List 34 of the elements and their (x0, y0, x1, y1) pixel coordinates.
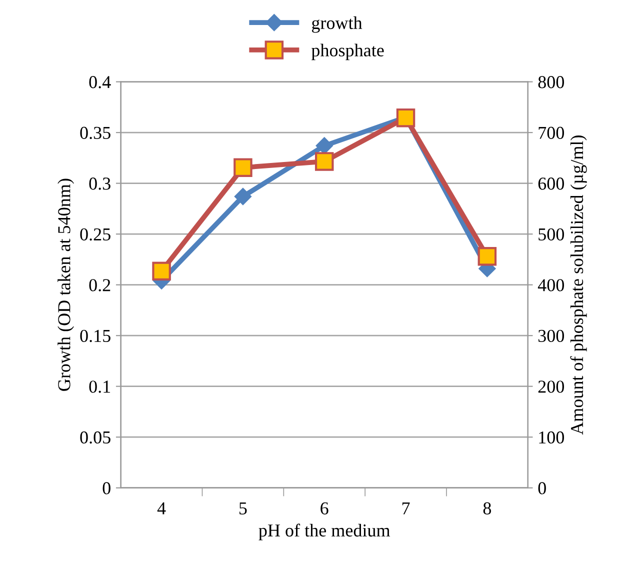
x-tick-label: 4 (157, 502, 166, 514)
point (316, 137, 333, 154)
y2-tick-label: 0 (538, 482, 546, 494)
point (234, 158, 252, 177)
y2-tick-label: 200 (538, 380, 564, 393)
y2-tick-label: 400 (538, 279, 564, 292)
x-axis-title: pH of the medium (258, 524, 390, 540)
y-tick-label: 0.3 (89, 178, 110, 190)
y2-tick-label: 700 (538, 126, 564, 139)
y-tick-label: 0.35 (80, 126, 110, 140)
point (152, 262, 171, 280)
y2-tick-label: 500 (538, 228, 564, 240)
point (234, 188, 252, 206)
y-tick-label: 0.1 (89, 380, 110, 393)
y2-tick-label: 100 (539, 431, 564, 444)
x-tick-label: 8 (483, 502, 491, 514)
legend-label: growth (312, 16, 362, 33)
y2-axis-title: Amount of phosphate solubilized (µg/ml) (570, 135, 587, 435)
x-tick-label: 7 (402, 502, 410, 514)
y-tick-label: 0.25 (80, 228, 110, 241)
x-tick-label: 6 (320, 502, 328, 514)
y-tick-label: 0.15 (80, 330, 110, 342)
y2-tick-label: 800 (538, 76, 564, 88)
y2-tick-label: 300 (538, 330, 564, 342)
y-tick-label: 0.05 (80, 431, 110, 444)
y-tick-label: 0 (102, 482, 110, 494)
y2-tick-label: 600 (538, 178, 564, 190)
x-tick-label: 5 (239, 502, 247, 514)
y-tick-label: 0.2 (89, 279, 110, 292)
point (478, 247, 497, 266)
point (314, 152, 334, 171)
y-tick-label: 0.4 (89, 76, 111, 88)
legend-label: phosphate (311, 44, 384, 60)
y-axis-title: Growth (OD taken at 540nm) (58, 178, 74, 391)
